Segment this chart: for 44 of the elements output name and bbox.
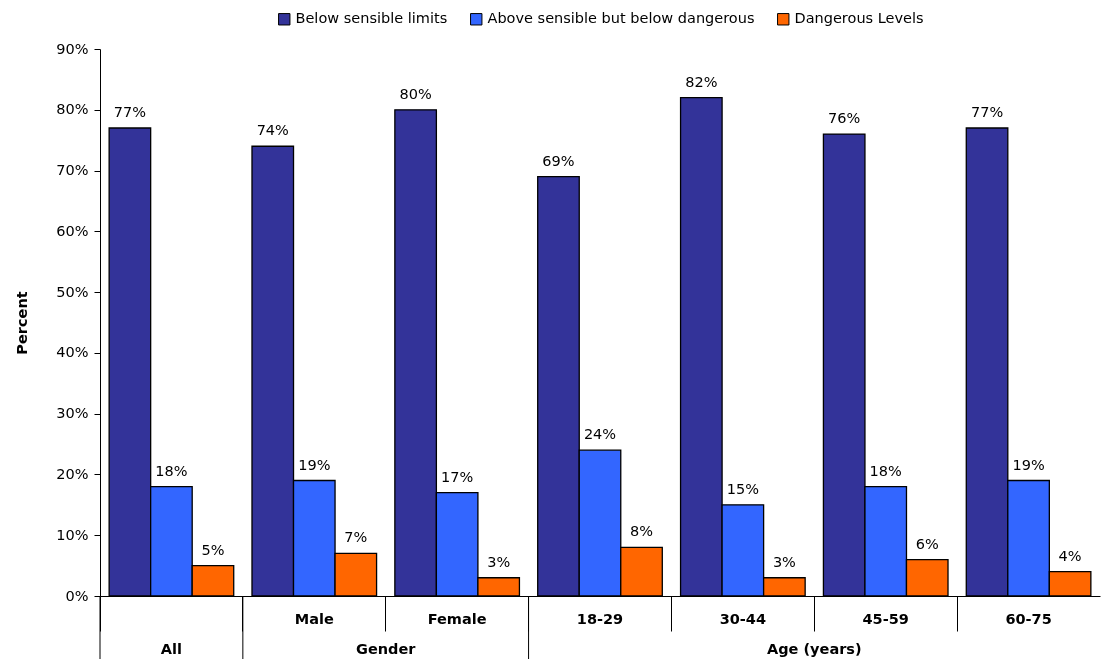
data-label: 3%	[772, 553, 796, 570]
legend-label: Above sensible but below dangerous	[487, 10, 755, 27]
y-axis-title: Percent	[14, 291, 31, 355]
data-label: 74%	[256, 122, 289, 139]
text: Age (years)	[766, 641, 862, 657]
y-tick-label: 90%	[56, 40, 89, 57]
x-tick-label: 30-44	[719, 610, 767, 627]
data-label: 8%	[630, 523, 654, 540]
y-tick-label: 10%	[56, 526, 89, 543]
y-tick-label: 50%	[56, 283, 89, 300]
data-label: 77%	[113, 104, 147, 121]
legend-label: Below sensible limits	[295, 10, 448, 27]
x-tick-label: 60-75	[1005, 610, 1052, 627]
y-tick-label: 30%	[56, 405, 89, 422]
data-label: 69%	[542, 152, 575, 169]
y-tick-label: 0%	[65, 587, 89, 604]
y-tick-label: 80%	[56, 101, 89, 118]
data-label: 4%	[1058, 547, 1082, 564]
y-tick-label: 40%	[56, 344, 89, 361]
data-label: 7%	[344, 529, 368, 546]
data-label: 82%	[685, 73, 718, 90]
data-label: 3%	[487, 553, 511, 570]
y-tick-label: 20%	[56, 465, 89, 482]
data-label: 76%	[828, 110, 861, 127]
text: Gender	[356, 641, 417, 657]
x-tick-label: 18-29	[576, 610, 624, 627]
y-tick-label: 70%	[56, 162, 89, 179]
y-tick-label: 60%	[56, 222, 89, 239]
data-label: 80%	[399, 85, 432, 102]
data-label: 19%	[1012, 456, 1045, 473]
data-label: 77%	[970, 104, 1004, 121]
text: All	[160, 641, 183, 657]
legend-label: Dangerous Levels	[794, 10, 924, 27]
data-label: 24%	[583, 426, 617, 443]
x-tick-label: Male	[294, 610, 334, 627]
x-tick-label: Female	[427, 610, 487, 627]
data-label: 18%	[869, 462, 902, 479]
data-label: 15%	[726, 480, 759, 497]
data-label: 6%	[915, 535, 939, 552]
data-label: 17%	[441, 468, 474, 485]
x-tick-label: 45-59	[862, 610, 909, 627]
data-label: 5%	[201, 541, 225, 558]
data-label: 19%	[298, 456, 331, 473]
data-label: 18%	[155, 462, 188, 479]
